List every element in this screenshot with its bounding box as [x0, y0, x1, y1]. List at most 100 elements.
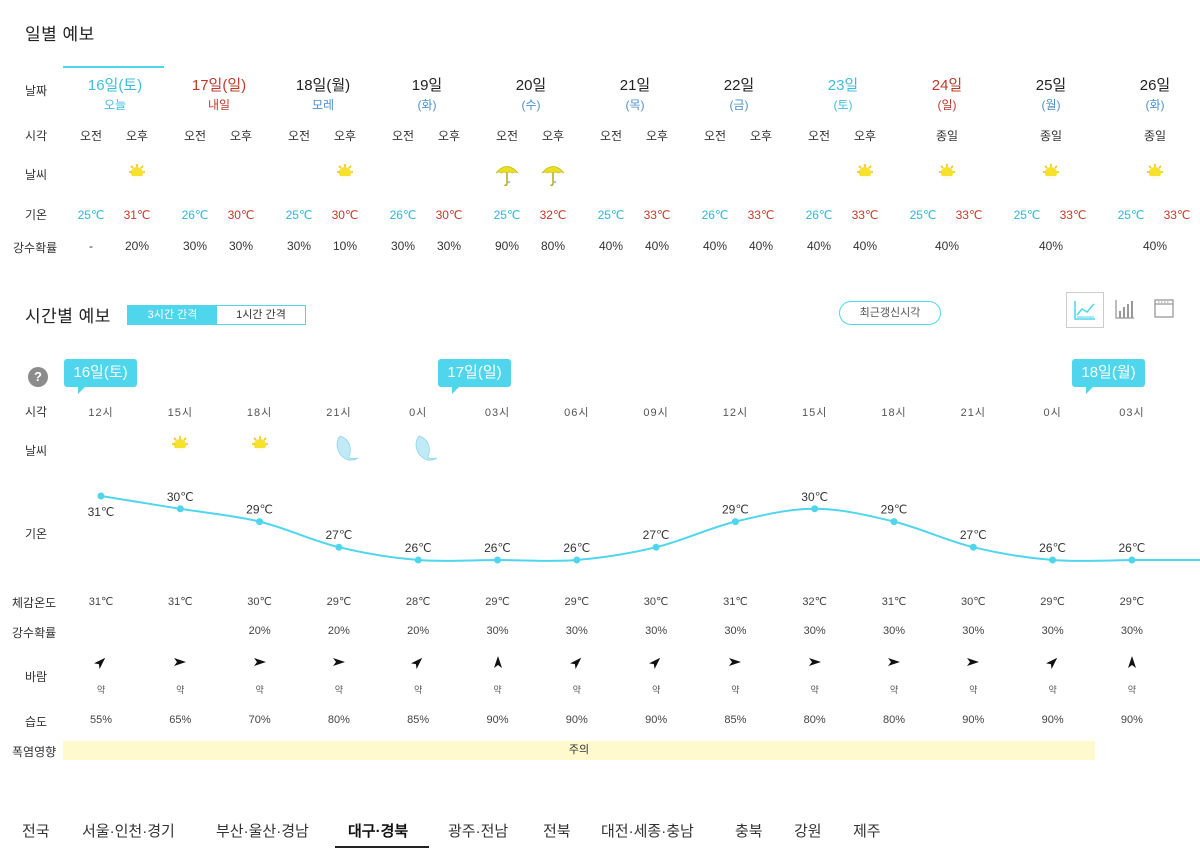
hour-label: 12시	[88, 407, 114, 419]
humidity-value: 80%	[803, 714, 826, 726]
day-date: 17일(일)	[191, 77, 247, 94]
day-subtitle: (금)	[729, 98, 749, 112]
bar-chart-view-button[interactable]	[1106, 292, 1144, 328]
hourly-precip-prob: 30%	[803, 625, 826, 637]
wind-speed: 약	[1048, 685, 1057, 695]
period-label: 오후	[541, 129, 565, 143]
day-subtitle: 내일	[207, 98, 231, 112]
feels-like-temp: 30℃	[961, 596, 986, 608]
feels-like-temp: 29℃	[564, 596, 590, 608]
region-tab[interactable]: 부산·울산·경남	[216, 823, 309, 840]
period-label: 종일	[935, 129, 959, 143]
hourly-temp-chart: 31℃ 30℃ 29℃ 27℃ 26℃ 26℃ 26℃ 27℃ 29℃ 30℃ 29℃ 27℃ 26℃ 2…	[88, 490, 1200, 564]
temp-high: 30℃	[435, 208, 463, 222]
hour-label: 03시	[484, 407, 511, 419]
hourly-precip-prob: 30%	[724, 625, 747, 637]
wind-speed: 약	[810, 685, 819, 695]
period-label: 오전	[807, 129, 831, 143]
hourly-forecast-title: 시간별 예보	[25, 307, 111, 326]
region-tab[interactable]: 전북	[543, 823, 571, 840]
table-view-button[interactable]	[1146, 292, 1184, 328]
precip-prob: 30%	[286, 239, 312, 253]
precip-prob: 40%	[934, 239, 960, 253]
precip-prob: 40%	[852, 239, 878, 253]
wind-direction-icon	[93, 655, 108, 674]
region-tab[interactable]: 충북	[735, 823, 763, 840]
sun-icon	[126, 162, 148, 187]
period-label: 오후	[437, 129, 461, 143]
interval-1h-button[interactable]: 1시간 간격	[217, 306, 305, 324]
last-updated-button[interactable]: 최근갱신시각	[839, 301, 941, 325]
temp-low: 26℃	[389, 208, 417, 222]
feels-like-temp: 31℃	[168, 596, 193, 608]
date-badge-18: 18일(월)	[1072, 359, 1145, 394]
temp-high: 31℃	[123, 208, 151, 222]
temp-low: 25℃	[909, 208, 937, 222]
hourly-precip-prob: 30%	[1120, 625, 1143, 637]
precip-prob: -	[89, 239, 93, 253]
temp-point	[97, 492, 105, 500]
hourly-label-temp: 기온	[25, 527, 48, 541]
feels-like-temp: 31℃	[723, 596, 748, 608]
temp-point	[1128, 556, 1136, 564]
day-subtitle: 오늘	[103, 98, 127, 112]
humidity-value: 90%	[1041, 714, 1064, 726]
hourly-precip-prob: 30%	[962, 625, 985, 637]
region-tab[interactable]: 서울·인천·경기	[82, 823, 175, 840]
region-tab[interactable]: 강원	[794, 823, 822, 840]
hour-label: 0시	[1043, 407, 1062, 419]
daily-label-prob: 강수확률	[13, 241, 58, 255]
region-tab[interactable]: 제주	[853, 823, 881, 840]
region-tab[interactable]: 대전·세종·충남	[601, 823, 694, 840]
region-tab[interactable]: 광주·전남	[448, 823, 509, 840]
help-icon[interactable]: ?	[28, 367, 48, 387]
hour-label: 0시	[409, 407, 428, 419]
precip-prob: 40%	[644, 239, 670, 253]
period-label: 오전	[391, 129, 415, 143]
feels-like-temp: 31℃	[88, 596, 114, 608]
moon-icon	[411, 432, 441, 467]
temp-low: 25℃	[597, 208, 625, 222]
hour-label: 03시	[1119, 407, 1145, 419]
wind-speed: 약	[731, 685, 740, 695]
day-subtitle: (일)	[937, 98, 957, 112]
temp-high: 32℃	[539, 208, 567, 222]
table-icon	[1154, 299, 1174, 318]
hourly-label-weather: 날씨	[25, 444, 48, 458]
temp-high: 30℃	[227, 208, 255, 222]
humidity-value: 90%	[1120, 714, 1143, 726]
interval-3h-button[interactable]: 3시간 간격	[128, 306, 217, 324]
wind-speed: 약	[969, 685, 978, 695]
temp-data-label: 29℃	[881, 503, 908, 517]
line-chart-view-button[interactable]	[1066, 292, 1104, 328]
region-tab[interactable]: 전국	[22, 823, 50, 840]
bar-chart-icon	[1115, 300, 1134, 319]
day-date: 18일(월)	[295, 77, 351, 94]
region-tab[interactable]: 대구·경북	[348, 823, 409, 840]
hour-label: 18시	[246, 407, 273, 419]
temp-point	[494, 556, 501, 564]
temp-data-label: 29℃	[246, 503, 273, 517]
precip-prob: 40%	[598, 239, 624, 253]
hourly-precip-prob: 20%	[327, 625, 350, 637]
wind-speed: 약	[651, 685, 661, 695]
hour-label: 15시	[167, 407, 193, 419]
wind-speed: 약	[414, 685, 423, 695]
precip-prob: 30%	[182, 239, 208, 253]
period-label: 오후	[229, 129, 253, 143]
period-label: 오전	[183, 129, 207, 143]
period-label: 오후	[125, 129, 149, 143]
wind-direction-icon	[569, 655, 584, 674]
day-subtitle: (월)	[1041, 98, 1061, 112]
umbrella-icon	[494, 162, 520, 193]
day-date: 22일	[723, 77, 755, 94]
temp-data-label: 27℃	[643, 528, 670, 542]
humidity-value: 80%	[882, 714, 906, 726]
precip-prob: 80%	[540, 239, 566, 253]
period-label: 오전	[79, 129, 103, 143]
wind-speed: 약	[889, 685, 899, 695]
sun-icon	[1144, 162, 1166, 187]
precip-prob: 30%	[228, 239, 254, 253]
humidity-value: 70%	[248, 714, 271, 726]
temp-high: 30℃	[331, 208, 359, 222]
